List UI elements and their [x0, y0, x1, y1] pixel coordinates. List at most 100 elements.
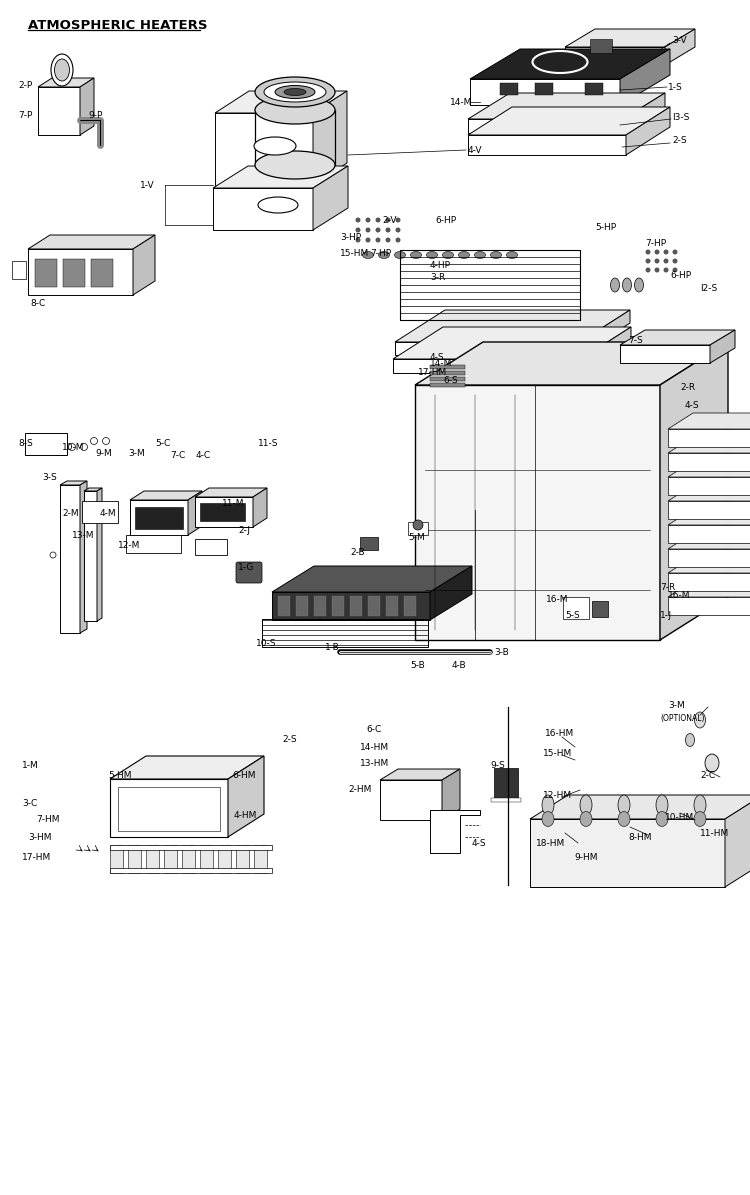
Polygon shape	[60, 482, 87, 485]
Polygon shape	[530, 819, 725, 887]
Text: 3-HP: 3-HP	[340, 233, 362, 241]
Bar	[118, 788, 220, 831]
Bar	[563, 598, 589, 619]
Text: 5-B: 5-B	[410, 661, 424, 669]
Polygon shape	[620, 330, 735, 345]
Circle shape	[365, 227, 370, 233]
Text: 12-M: 12-M	[118, 540, 140, 550]
Bar	[200, 845, 213, 874]
Polygon shape	[565, 29, 695, 47]
Circle shape	[413, 520, 423, 531]
Circle shape	[646, 268, 650, 272]
FancyBboxPatch shape	[236, 562, 262, 583]
Text: 15-HM: 15-HM	[340, 249, 369, 257]
Circle shape	[356, 227, 361, 233]
Polygon shape	[470, 79, 620, 105]
Ellipse shape	[694, 712, 706, 728]
Text: 6-C: 6-C	[366, 725, 381, 735]
Polygon shape	[215, 91, 347, 114]
Bar	[254, 845, 267, 874]
Text: 17-HM: 17-HM	[22, 852, 51, 862]
Bar	[491, 798, 521, 802]
Circle shape	[395, 238, 400, 243]
Text: 8-S: 8-S	[18, 439, 33, 447]
Polygon shape	[442, 770, 460, 820]
Text: 11-M: 11-M	[222, 498, 245, 508]
Ellipse shape	[275, 86, 315, 98]
Ellipse shape	[51, 54, 73, 86]
Bar	[500, 82, 518, 94]
Circle shape	[50, 552, 56, 558]
Text: 7-HP: 7-HP	[370, 249, 392, 257]
Text: 1-V: 1-V	[140, 180, 154, 190]
Polygon shape	[668, 598, 750, 615]
Circle shape	[664, 268, 668, 272]
Ellipse shape	[284, 88, 306, 96]
Polygon shape	[470, 49, 670, 79]
Polygon shape	[272, 566, 472, 592]
Circle shape	[664, 250, 668, 255]
Polygon shape	[580, 310, 630, 355]
Circle shape	[673, 258, 677, 264]
Text: 9-S: 9-S	[490, 760, 505, 770]
Polygon shape	[668, 549, 750, 566]
Text: 7-P: 7-P	[18, 110, 32, 120]
Ellipse shape	[542, 795, 554, 815]
Text: 4-S: 4-S	[685, 400, 700, 410]
Text: 14-HM: 14-HM	[360, 742, 389, 752]
Bar	[404, 596, 416, 615]
Polygon shape	[668, 461, 750, 477]
Bar	[128, 845, 141, 874]
Polygon shape	[623, 93, 665, 133]
Circle shape	[376, 217, 380, 222]
Polygon shape	[395, 310, 630, 342]
Text: 11-HM: 11-HM	[700, 828, 729, 838]
Text: 2-S: 2-S	[282, 735, 296, 744]
Bar	[360, 537, 378, 550]
Polygon shape	[668, 453, 750, 471]
Circle shape	[646, 250, 650, 255]
Text: 3-HM: 3-HM	[28, 833, 52, 841]
Bar	[146, 845, 159, 874]
Ellipse shape	[427, 251, 437, 258]
Ellipse shape	[656, 811, 668, 827]
Circle shape	[664, 258, 668, 264]
Bar	[314, 596, 326, 615]
Text: (OPTIONAL): (OPTIONAL)	[660, 715, 704, 723]
Circle shape	[356, 217, 361, 222]
Polygon shape	[313, 166, 348, 229]
Polygon shape	[668, 485, 750, 501]
Circle shape	[646, 258, 650, 264]
Ellipse shape	[686, 734, 694, 747]
Bar	[368, 596, 380, 615]
Bar	[135, 507, 183, 529]
Circle shape	[673, 268, 677, 272]
Ellipse shape	[622, 278, 632, 292]
Text: 2-P: 2-P	[18, 80, 32, 90]
Circle shape	[386, 227, 391, 233]
Polygon shape	[28, 235, 155, 249]
Bar	[296, 596, 308, 615]
Text: 10-HM: 10-HM	[665, 813, 694, 821]
Circle shape	[103, 437, 110, 445]
Ellipse shape	[410, 251, 422, 258]
Ellipse shape	[705, 754, 719, 772]
Text: 3-M: 3-M	[128, 448, 145, 458]
Text: 16-M: 16-M	[668, 590, 691, 600]
Text: 4-B: 4-B	[452, 661, 466, 669]
Polygon shape	[395, 342, 580, 355]
Polygon shape	[38, 87, 80, 135]
Text: 5-HM: 5-HM	[108, 771, 131, 779]
Polygon shape	[110, 756, 264, 779]
Bar	[386, 596, 398, 615]
Polygon shape	[253, 488, 267, 527]
Text: 2-S: 2-S	[672, 135, 687, 145]
Text: 3-V: 3-V	[672, 36, 687, 44]
Polygon shape	[468, 108, 670, 135]
Circle shape	[376, 238, 380, 243]
Polygon shape	[620, 49, 670, 105]
Text: 16-HM: 16-HM	[545, 729, 574, 737]
Polygon shape	[188, 491, 202, 535]
Circle shape	[655, 258, 659, 264]
Polygon shape	[97, 488, 102, 621]
